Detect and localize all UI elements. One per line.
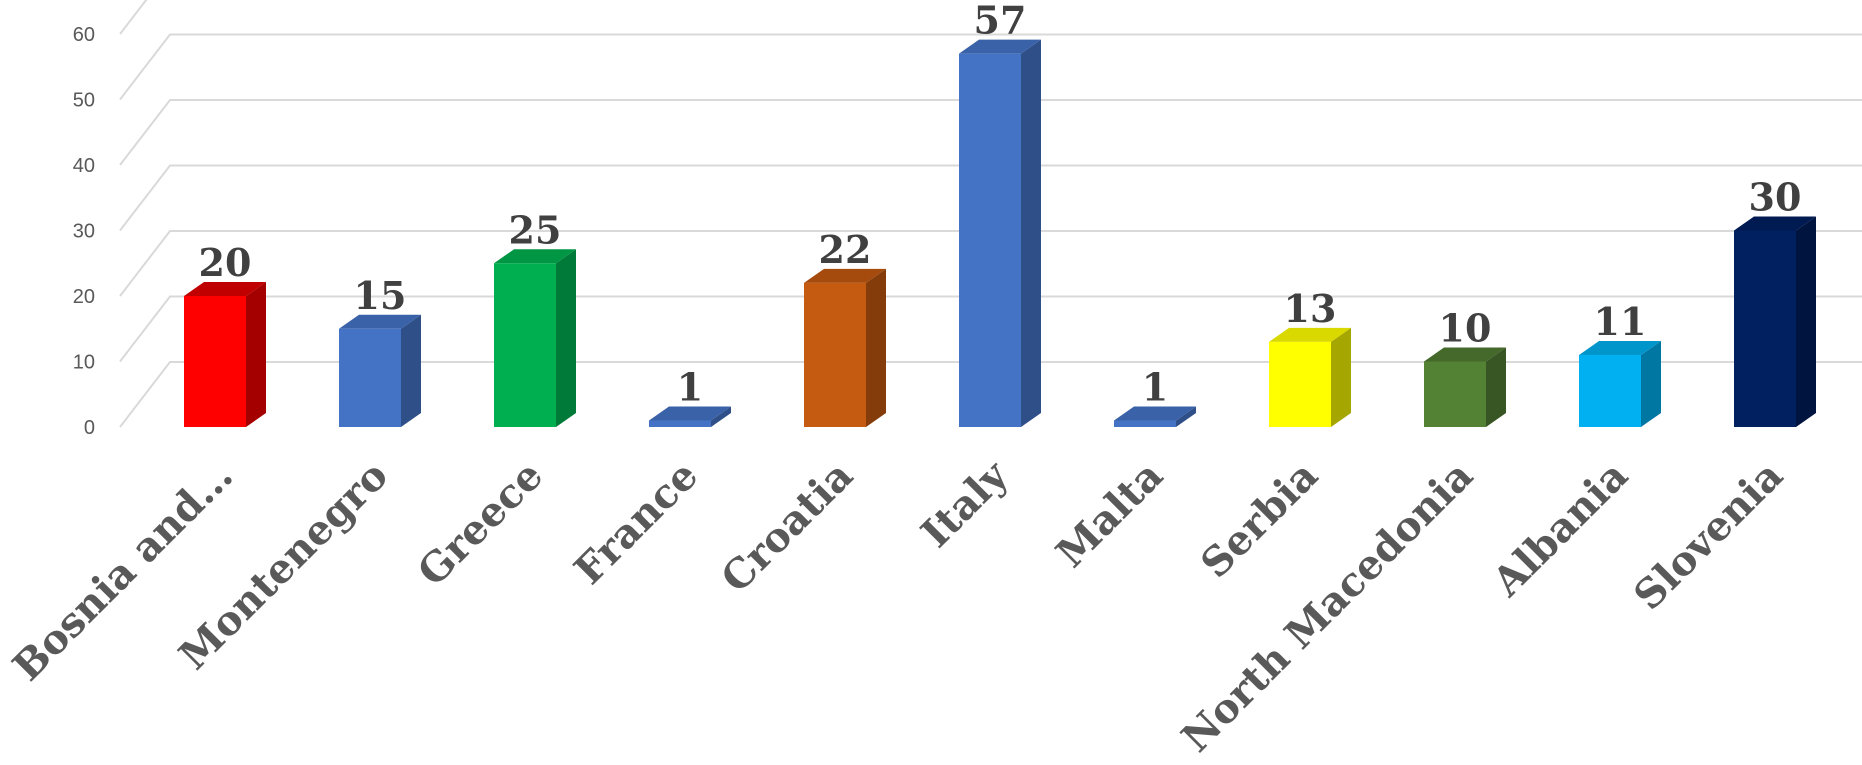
bar-front <box>959 53 1021 428</box>
bar-front <box>1114 420 1176 427</box>
gridline <box>119 0 148 35</box>
data-label: 15 <box>354 273 407 318</box>
y-axis: 0 10 20 30 40 50 60 <box>73 24 95 439</box>
category-label: Croatia <box>712 452 862 602</box>
data-label: 20 <box>199 240 252 285</box>
data-label: 10 <box>1439 306 1492 351</box>
bar-side <box>1641 340 1661 427</box>
bar-front <box>804 282 866 427</box>
y-tick-label: 60 <box>73 24 95 46</box>
bar <box>494 249 576 427</box>
bar <box>649 406 731 427</box>
bar-side <box>866 268 886 427</box>
bar-top <box>804 268 886 283</box>
category-label: France <box>565 452 707 594</box>
category-label: Slovenia <box>1625 452 1792 619</box>
bar-top <box>1579 340 1661 355</box>
bar-front <box>339 328 401 427</box>
data-labels: 20 15 25 1 22 57 1 13 10 11 30 <box>199 0 1802 409</box>
y-tick-label: 40 <box>73 155 95 177</box>
bar-front <box>1579 354 1641 427</box>
bar-side <box>1486 347 1506 427</box>
category-label: Serbia <box>1192 452 1327 587</box>
y-tick-label: 50 <box>73 90 95 112</box>
category-label: Malta <box>1047 452 1172 577</box>
y-tick-label: 30 <box>73 221 95 243</box>
bar-top <box>1424 347 1506 362</box>
data-label: 30 <box>1749 175 1802 220</box>
bar-top <box>184 282 266 296</box>
bar-front <box>184 296 246 427</box>
bar-front <box>494 263 556 427</box>
bar-top <box>649 406 731 421</box>
bar <box>1579 340 1661 427</box>
data-label: 22 <box>819 227 872 272</box>
data-label: 1 <box>1142 364 1168 409</box>
category-label: North Macedonia <box>1173 452 1482 761</box>
bar-side <box>1176 406 1196 427</box>
data-label: 11 <box>1594 299 1647 344</box>
data-label: 57 <box>974 0 1027 43</box>
bar <box>1269 327 1351 427</box>
category-label: Italy <box>912 451 1018 557</box>
bar <box>959 39 1041 428</box>
bar-top <box>494 249 576 264</box>
bar-top <box>1114 406 1196 421</box>
gridline <box>119 295 1862 363</box>
gridline <box>119 164 1862 232</box>
bar-side <box>246 282 266 427</box>
bar-top <box>959 39 1041 54</box>
bar <box>184 282 266 427</box>
gridline <box>119 230 1862 297</box>
category-label: Albania <box>1483 452 1637 606</box>
category-label: Greece <box>409 452 552 595</box>
bar-side <box>556 249 576 427</box>
bar-front <box>1424 361 1486 427</box>
y-tick-label: 10 <box>73 352 95 374</box>
bar-side <box>1021 39 1041 428</box>
bar <box>1424 347 1506 427</box>
bar-front <box>649 420 711 427</box>
bar-side <box>1796 216 1816 427</box>
data-label: 25 <box>509 207 562 252</box>
bar <box>804 268 886 427</box>
y-tick-label: 0 <box>84 417 95 439</box>
data-label: 1 <box>677 364 703 409</box>
gridline <box>119 33 1862 101</box>
bar <box>1114 406 1196 427</box>
bar-top <box>1269 327 1351 342</box>
bar-side <box>1331 327 1351 427</box>
bar-top <box>1734 216 1816 231</box>
bar-front <box>1269 341 1331 427</box>
bar-side <box>401 314 421 427</box>
bar <box>339 314 421 427</box>
gridline <box>119 99 1862 166</box>
x-axis: Bosnia and…Montenegro Greece France Croatia… <box>4 451 1792 762</box>
y-tick-label: 20 <box>73 286 95 308</box>
bar-side <box>711 406 731 427</box>
bar-top <box>339 314 421 329</box>
bar-front <box>1734 230 1796 427</box>
bars <box>184 39 1816 428</box>
bar <box>1734 216 1816 427</box>
data-label: 13 <box>1284 286 1337 331</box>
